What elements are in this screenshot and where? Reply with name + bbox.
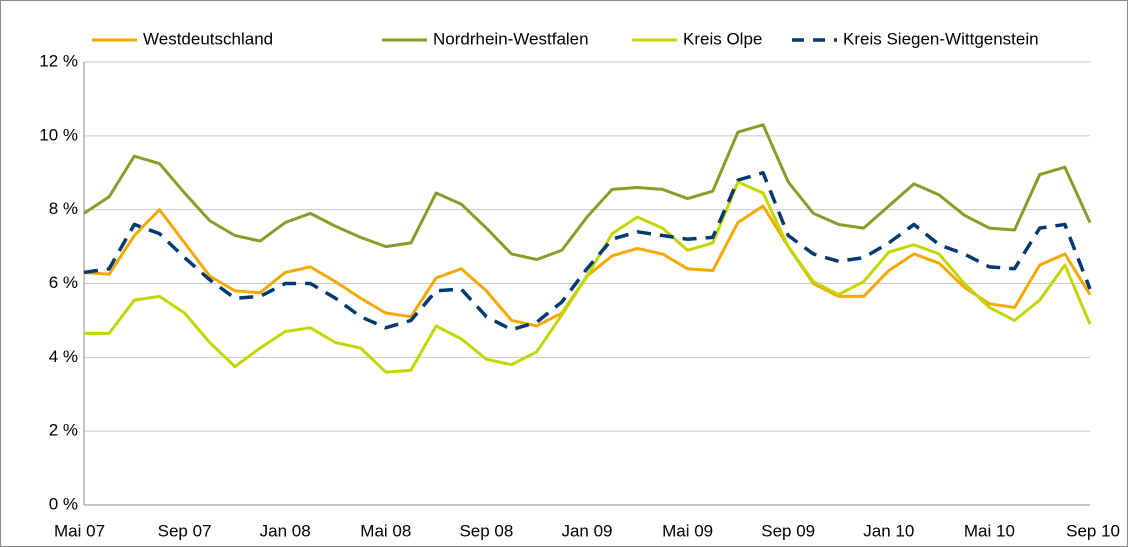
- y-tick-label: 6 %: [49, 273, 78, 292]
- y-tick-label: 0 %: [49, 494, 78, 513]
- legend-label: Kreis Siegen-Wittgenstein: [843, 29, 1039, 48]
- x-tick-label: Mai 08: [360, 521, 411, 540]
- y-tick-label: 8 %: [49, 199, 78, 218]
- x-tick-label: Mai 07: [54, 521, 105, 540]
- x-tick-label: Jan 09: [561, 521, 612, 540]
- y-tick-label: 2 %: [49, 421, 78, 440]
- x-tick-label: Mai 09: [662, 521, 713, 540]
- x-tick-label: Jan 10: [863, 521, 914, 540]
- legend-label: Kreis Olpe: [683, 29, 762, 48]
- legend-label: Westdeutschland: [143, 29, 273, 48]
- x-tick-label: Jan 08: [260, 521, 311, 540]
- x-tick-label: Sep 10: [1066, 521, 1120, 540]
- series-line: [83, 171, 1092, 332]
- x-tick-label: Mai 10: [964, 521, 1015, 540]
- y-tick-label: 10 %: [39, 125, 78, 144]
- series-line: [83, 123, 1092, 262]
- legend-label: Nordrhein-Westfalen: [433, 29, 589, 48]
- x-tick-label: Sep 07: [158, 521, 212, 540]
- series-line: [84, 180, 1092, 374]
- y-tick-label: 4 %: [49, 347, 78, 366]
- x-tick-label: Sep 09: [761, 521, 815, 540]
- x-tick-label: Sep 08: [459, 521, 513, 540]
- y-tick-label: 12 %: [39, 51, 78, 70]
